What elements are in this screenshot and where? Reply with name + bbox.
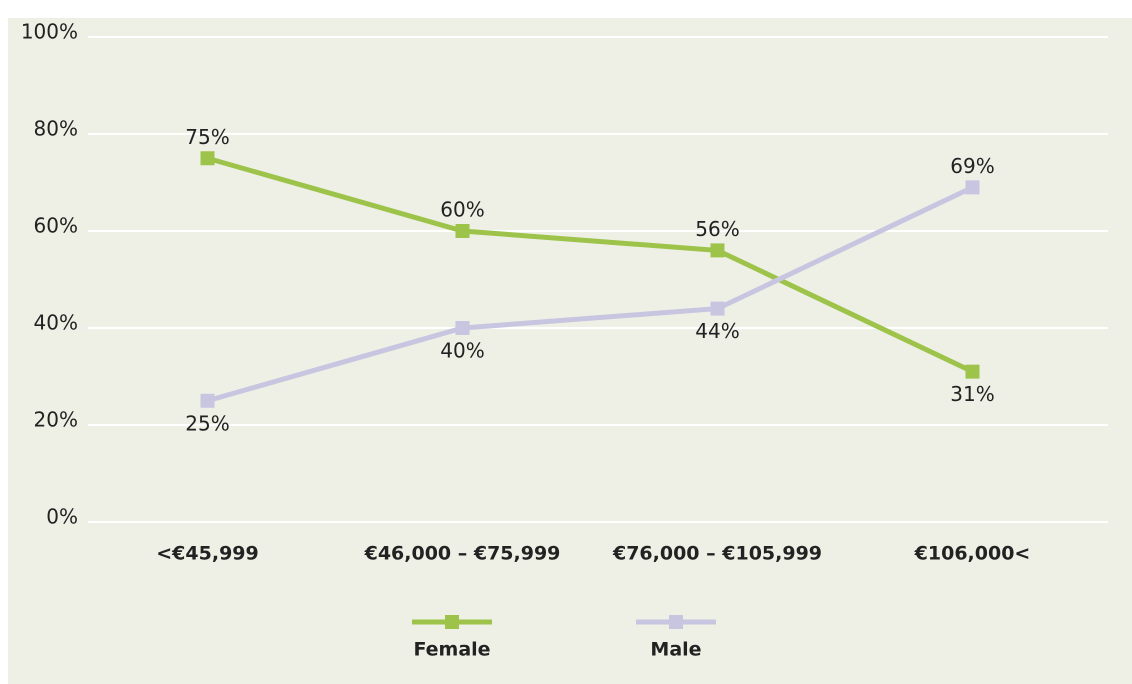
data-label: 75% <box>185 125 229 149</box>
legend-marker <box>445 615 459 629</box>
marker <box>965 180 980 195</box>
y-tick-label: 0% <box>46 505 78 529</box>
legend-marker <box>669 615 683 629</box>
x-tick-label: €46,000 – €75,999 <box>364 543 561 565</box>
x-tick-label: €76,000 – €105,999 <box>612 543 822 565</box>
x-tick-label: €106,000< <box>914 543 1031 565</box>
marker <box>200 151 215 166</box>
y-tick-label: 100% <box>21 20 78 44</box>
y-tick-label: 60% <box>34 214 78 238</box>
marker <box>965 364 980 379</box>
legend-label: Male <box>650 639 701 661</box>
y-tick-label: 20% <box>34 408 78 432</box>
marker <box>455 224 470 238</box>
legend-label: Female <box>413 639 490 661</box>
background <box>8 18 1132 684</box>
data-label: 60% <box>440 198 484 222</box>
x-tick-label: <€45,999 <box>156 543 258 565</box>
marker <box>200 393 215 408</box>
series-line <box>206 155 974 374</box>
data-label: 31% <box>950 382 994 406</box>
data-label: 56% <box>695 217 739 241</box>
data-label: 40% <box>440 339 484 363</box>
marker <box>455 321 470 335</box>
y-tick-label: 40% <box>34 311 78 335</box>
data-label: 25% <box>185 411 229 435</box>
data-label: 69% <box>950 154 994 178</box>
y-tick-label: 80% <box>34 117 78 141</box>
marker <box>710 301 725 316</box>
series-line <box>206 185 974 404</box>
marker <box>710 243 725 258</box>
data-label: 44% <box>695 319 739 343</box>
